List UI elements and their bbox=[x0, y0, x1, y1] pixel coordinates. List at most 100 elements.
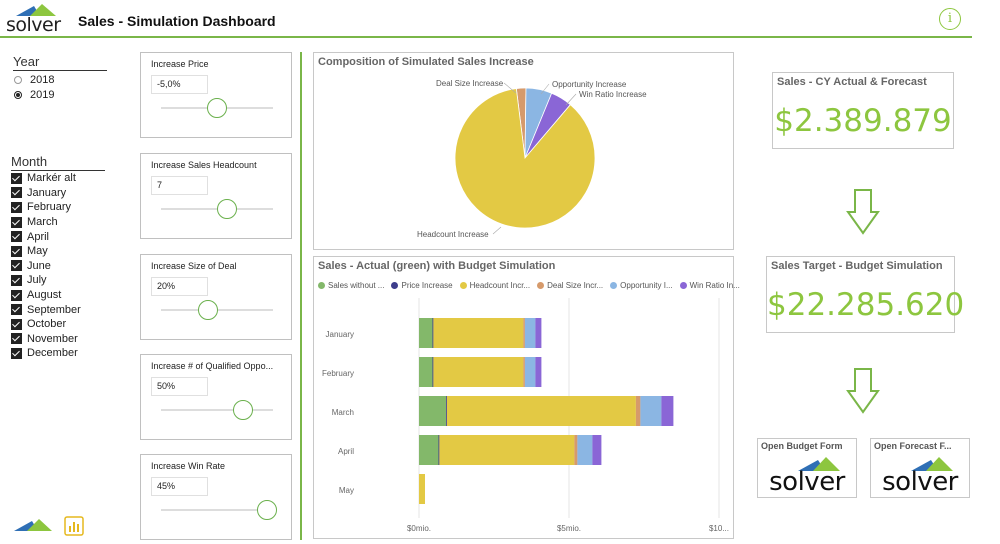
legend-item[interactable]: Opportunity I... bbox=[610, 281, 673, 290]
checkbox-checked-icon bbox=[11, 231, 22, 243]
radio-selected-icon bbox=[14, 90, 22, 99]
bar-segment[interactable] bbox=[535, 318, 542, 348]
arrow-down-icon bbox=[846, 368, 880, 414]
bar-chart: January February March April May $0mio. $5mio.… bbox=[322, 298, 729, 533]
bar-segment[interactable] bbox=[433, 318, 524, 348]
bar-segment[interactable] bbox=[446, 396, 447, 426]
bar-segment[interactable] bbox=[577, 435, 593, 465]
bar-segment[interactable] bbox=[592, 435, 602, 465]
month-option[interactable]: March bbox=[11, 215, 81, 230]
year-option-2018[interactable]: 2018 bbox=[14, 72, 54, 87]
month-option[interactable]: July bbox=[11, 273, 81, 288]
solver-logo: solver bbox=[6, 4, 61, 36]
kpi-value: $2.389.879 bbox=[774, 103, 952, 139]
y-tick-label: February bbox=[322, 369, 354, 378]
month-option[interactable]: January bbox=[11, 186, 81, 201]
bar-segment[interactable] bbox=[635, 396, 641, 426]
solver-wordmark: solver bbox=[769, 467, 845, 497]
y-tick-label: April bbox=[338, 447, 354, 456]
bar-segment[interactable] bbox=[419, 474, 425, 504]
bar-segment[interactable] bbox=[446, 396, 636, 426]
slider-track[interactable] bbox=[161, 208, 273, 210]
slider-card: Increase Win Rate 45% bbox=[140, 454, 292, 540]
month-option[interactable]: May bbox=[11, 244, 81, 259]
solver-wordmark: solver bbox=[882, 467, 958, 497]
powerbi-icon[interactable] bbox=[64, 516, 84, 536]
slider-handle[interactable] bbox=[198, 300, 219, 320]
legend-label: Headcount Incr... bbox=[469, 281, 531, 290]
logo-mark-icon bbox=[16, 4, 56, 16]
legend-item[interactable]: Headcount Incr... bbox=[459, 281, 531, 290]
slider-handle[interactable] bbox=[232, 400, 253, 420]
bar-segment[interactable] bbox=[432, 357, 434, 387]
bar-segment[interactable] bbox=[438, 435, 440, 465]
month-option-label: August bbox=[27, 289, 62, 302]
slider-handle[interactable] bbox=[257, 500, 278, 520]
year-filter: 2018 2019 bbox=[14, 72, 54, 102]
slider-value-input[interactable]: 45% bbox=[151, 477, 208, 496]
pie-label: Deal Size Increase bbox=[436, 79, 504, 88]
year-option-2019[interactable]: 2019 bbox=[14, 87, 54, 102]
bar-segment[interactable] bbox=[432, 318, 434, 348]
bar-segment[interactable] bbox=[523, 357, 525, 387]
bar-segment[interactable] bbox=[535, 357, 542, 387]
bar-segment[interactable] bbox=[661, 396, 674, 426]
legend-item[interactable]: Sales without ... bbox=[318, 281, 384, 290]
bar-segment[interactable] bbox=[640, 396, 662, 426]
month-option[interactable]: April bbox=[11, 229, 81, 244]
month-option-label: February bbox=[27, 201, 72, 214]
slider-value-input[interactable]: -5,0% bbox=[151, 75, 208, 94]
bar-segment[interactable] bbox=[419, 318, 433, 348]
slider-value-input[interactable]: 50% bbox=[151, 377, 208, 396]
kpi-title: Sales Target - Budget Simulation bbox=[771, 260, 943, 272]
slider-track[interactable] bbox=[161, 409, 273, 411]
slider-label: Increase Sales Headcount bbox=[151, 160, 257, 170]
slider-value-input[interactable]: 7 bbox=[151, 176, 208, 195]
month-option-label: April bbox=[27, 230, 50, 243]
slider-handle[interactable] bbox=[207, 98, 227, 118]
month-option[interactable]: August bbox=[11, 288, 81, 303]
pie-label: Opportunity Increase bbox=[552, 80, 627, 89]
checkbox-checked-icon bbox=[11, 318, 22, 330]
month-option-label: March bbox=[27, 216, 58, 229]
info-icon[interactable]: i bbox=[939, 8, 961, 30]
pie-label: Win Ratio Increase bbox=[579, 90, 647, 99]
bar-segment[interactable] bbox=[524, 318, 536, 348]
bar-segment[interactable] bbox=[433, 357, 524, 387]
kpi-value: $22.285.620 bbox=[767, 287, 965, 323]
slider-value-input[interactable]: 20% bbox=[151, 277, 208, 296]
slider-label: Increase Size of Deal bbox=[151, 261, 237, 271]
month-option[interactable]: September bbox=[11, 302, 81, 317]
bar-segment[interactable] bbox=[419, 435, 439, 465]
month-option[interactable]: October bbox=[11, 317, 81, 332]
pie-leader-line bbox=[565, 93, 577, 106]
legend-item[interactable]: Deal Size Incr... bbox=[537, 281, 603, 290]
slider-track[interactable] bbox=[161, 509, 273, 511]
slider-card: Increase # of Qualified Oppo... 50% bbox=[140, 354, 292, 440]
month-option[interactable]: December bbox=[11, 346, 81, 361]
kpi-title: Sales - CY Actual & Forecast bbox=[777, 76, 927, 88]
month-option[interactable]: November bbox=[11, 332, 81, 347]
month-option-label: October bbox=[27, 318, 67, 331]
legend-label: Sales without ... bbox=[328, 281, 385, 290]
month-option[interactable]: Markér alt bbox=[11, 171, 81, 186]
pie-leader-line bbox=[503, 82, 517, 94]
open-budget-form-button[interactable]: Open Budget Form solver bbox=[757, 438, 857, 498]
legend-label: Deal Size Incr... bbox=[547, 281, 604, 290]
bar-segment[interactable] bbox=[439, 435, 575, 465]
bar-segment[interactable] bbox=[523, 318, 525, 348]
month-option[interactable]: February bbox=[11, 200, 81, 215]
year-option-label: 2019 bbox=[30, 88, 55, 101]
bar-segment[interactable] bbox=[419, 357, 433, 387]
pie-slice[interactable] bbox=[454, 88, 596, 229]
legend-item[interactable]: Win Ratio In... bbox=[679, 281, 740, 290]
slider-handle[interactable] bbox=[217, 199, 238, 219]
legend-item[interactable]: Price Increase bbox=[391, 281, 453, 290]
month-option[interactable]: June bbox=[11, 259, 81, 274]
bar-segment[interactable] bbox=[419, 396, 446, 426]
checkbox-checked-icon bbox=[11, 333, 22, 345]
bar-segment[interactable] bbox=[524, 357, 536, 387]
bar-segment[interactable] bbox=[574, 435, 578, 465]
open-forecast-form-button[interactable]: Open Forecast F... solver bbox=[870, 438, 970, 498]
y-tick-label: January bbox=[326, 330, 354, 339]
